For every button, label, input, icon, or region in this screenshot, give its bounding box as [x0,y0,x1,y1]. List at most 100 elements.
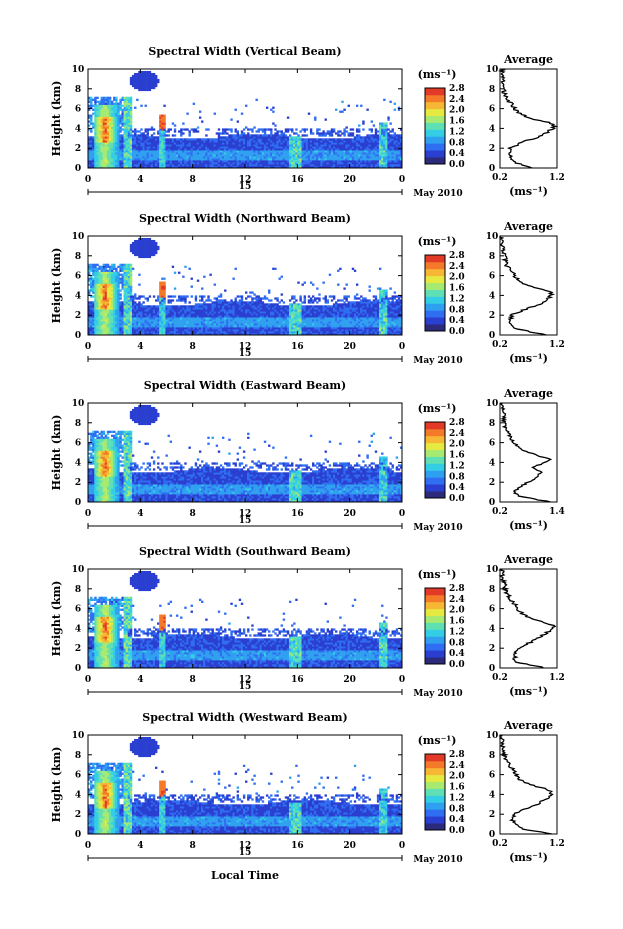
heatmap-cell [145,105,147,107]
heatmap-cell [113,124,115,126]
heatmap-cell [126,315,128,317]
heatmap-cell [182,144,184,146]
heatmap-cell [237,142,239,144]
heatmap-cell [274,150,276,152]
heatmap-cell [293,142,295,144]
heatmap-cell [358,142,360,144]
heatmap-cell [358,162,360,164]
heatmap-cell [235,158,237,160]
heatmap-cell [199,158,201,160]
heatmap-cell [105,148,107,150]
heatmap-cell [258,154,260,156]
heatmap-cell [113,132,115,134]
heatmap-cell [119,136,121,138]
heatmap-cell [358,148,360,150]
heatmap-cell [136,254,138,256]
heatmap-cell [295,142,297,144]
heatmap-cell [136,130,138,132]
heatmap-cell [197,160,199,162]
heatmap-cell [387,138,389,140]
heatmap-cell [396,144,398,146]
heatmap-cell [199,156,201,158]
heatmap-cell [107,272,109,274]
heatmap-cell [358,158,360,160]
heatmap-cell [394,103,396,105]
heatmap-cell [109,286,111,288]
heatmap-cell [195,164,197,166]
heatmap-cell [193,150,195,152]
heatmap-cell [327,154,329,156]
colorbar-swatch [425,102,445,109]
heatmap-cell [193,142,195,144]
heatmap-cell [153,154,155,156]
heatmap-cell [121,309,123,311]
heatmap-cell [333,130,335,132]
heatmap-cell [132,319,134,321]
heatmap-cell [327,152,329,154]
heatmap-cell [163,124,165,126]
heatmap-cell [333,162,335,164]
heatmap-cell [366,150,368,152]
heatmap-cell [136,142,138,144]
heatmap-cell [243,138,245,140]
heatmap-cell [126,111,128,113]
heatmap-cell [266,160,268,162]
heatmap-cell [147,254,149,256]
heatmap-cell [220,148,222,150]
heatmap-cell [337,146,339,148]
heatmap-cell [98,311,100,313]
heatmap-cell [163,327,165,329]
heatmap-cell [105,297,107,299]
heatmap-cell [170,299,172,301]
heatmap-cell [228,148,230,150]
heatmap-cell [337,134,339,136]
heatmap-cell [272,154,274,156]
heatmap-cell [119,270,121,272]
heatmap-cell [113,287,115,289]
heatmap-cell [103,268,105,270]
heatmap-cell [119,154,121,156]
heatmap-cell [98,126,100,128]
heatmap-cell [197,152,199,154]
heatmap-cell [377,150,379,152]
heatmap-cell [348,138,350,140]
heatmap-cell [161,152,163,154]
heatmap-cell [109,148,111,150]
profile-y-tick-label: 2 [489,144,495,154]
heatmap-cell [115,111,117,113]
heatmap-cell [103,162,105,164]
heatmap-cell [96,319,98,321]
heatmap-cell [132,156,134,158]
heatmap-cell [266,148,268,150]
heatmap-cell [360,164,362,166]
heatmap-cell [209,274,211,276]
heatmap-cell [253,146,255,148]
heatmap-cell [138,162,140,164]
heatmap-cell [209,305,211,307]
heatmap-cell [230,327,232,329]
heatmap-cell [216,154,218,156]
heatmap-cell [96,331,98,333]
heatmap-cell [159,299,161,301]
heatmap-cell [178,164,180,166]
heatmap-cell [113,284,115,286]
heatmap-cell [232,154,234,156]
heatmap-cell [124,272,126,274]
heatmap-cell [124,295,126,297]
heatmap-cell [111,313,113,315]
heatmap-cell [312,150,314,152]
heatmap-cell [117,287,119,289]
heatmap-cell [151,250,153,252]
heatmap-cell [130,331,132,333]
heatmap-cell [170,158,172,160]
heatmap-cell [295,160,297,162]
heatmap-cell [98,305,100,307]
heatmap-cell [230,142,232,144]
heatmap-cell [180,329,182,331]
heatmap-cell [184,164,186,166]
heatmap-cell [205,331,207,333]
heatmap-cell [184,331,186,333]
heatmap-cell [398,134,400,136]
heatmap-cell [170,327,172,329]
heatmap-cell [132,75,134,77]
